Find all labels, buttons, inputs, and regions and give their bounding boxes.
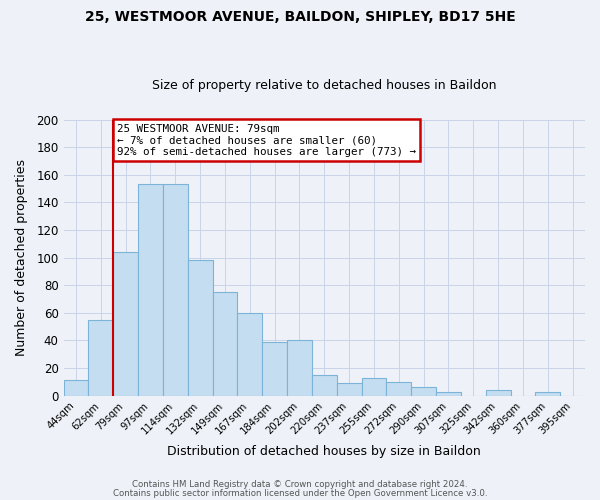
Text: Contains HM Land Registry data © Crown copyright and database right 2024.: Contains HM Land Registry data © Crown c… — [132, 480, 468, 489]
Text: Contains public sector information licensed under the Open Government Licence v3: Contains public sector information licen… — [113, 489, 487, 498]
Text: 25, WESTMOOR AVENUE, BAILDON, SHIPLEY, BD17 5HE: 25, WESTMOOR AVENUE, BAILDON, SHIPLEY, B… — [85, 10, 515, 24]
X-axis label: Distribution of detached houses by size in Baildon: Distribution of detached houses by size … — [167, 444, 481, 458]
Bar — [138, 184, 163, 396]
Title: Size of property relative to detached houses in Baildon: Size of property relative to detached ho… — [152, 79, 497, 92]
Bar — [362, 378, 386, 396]
Bar — [238, 313, 262, 396]
Bar — [64, 380, 88, 396]
Bar — [386, 382, 411, 396]
Bar — [337, 384, 362, 396]
Bar — [535, 392, 560, 396]
Bar — [485, 390, 511, 396]
Bar — [113, 252, 138, 396]
Bar — [436, 392, 461, 396]
Bar — [287, 340, 312, 396]
Bar — [312, 375, 337, 396]
Text: 25 WESTMOOR AVENUE: 79sqm
← 7% of detached houses are smaller (60)
92% of semi-d: 25 WESTMOOR AVENUE: 79sqm ← 7% of detach… — [117, 124, 416, 157]
Bar — [212, 292, 238, 396]
Bar — [163, 184, 188, 396]
Bar — [188, 260, 212, 396]
Y-axis label: Number of detached properties: Number of detached properties — [15, 159, 28, 356]
Bar — [411, 388, 436, 396]
Bar — [262, 342, 287, 396]
Bar — [88, 320, 113, 396]
